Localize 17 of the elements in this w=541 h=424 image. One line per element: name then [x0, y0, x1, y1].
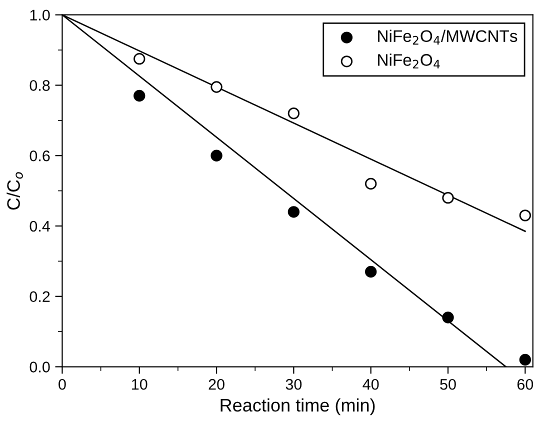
x-tick-label: 20 [208, 378, 224, 390]
legend-label: NiFe$_{2}$O$_{4}$/MWCNTs [378, 30, 518, 45]
x-axis-title: Reaction time (min) [220, 398, 375, 416]
x-tick-label: 30 [286, 378, 302, 390]
y-axis-title: C/C$_{o}$ [6, 172, 23, 210]
x-tick-label: 10 [132, 378, 148, 390]
y-tick-label: 0.8 [30, 80, 50, 91]
y-tick-label: 0.0 [30, 362, 50, 372]
x-tick-label: 0 [58, 378, 66, 390]
y-tick-label: 1.0 [30, 10, 50, 21]
legend-label: NiFe$_{2}$O$_{4}$ [378, 54, 440, 68]
x-tick-label: 60 [517, 378, 534, 390]
y-tick-label: 0.6 [30, 150, 50, 162]
y-tick-label: 0.4 [30, 220, 50, 232]
x-tick-label: 50 [440, 378, 456, 390]
y-tick-label: 0.2 [30, 291, 50, 302]
x-tick-label: 40 [362, 378, 379, 390]
